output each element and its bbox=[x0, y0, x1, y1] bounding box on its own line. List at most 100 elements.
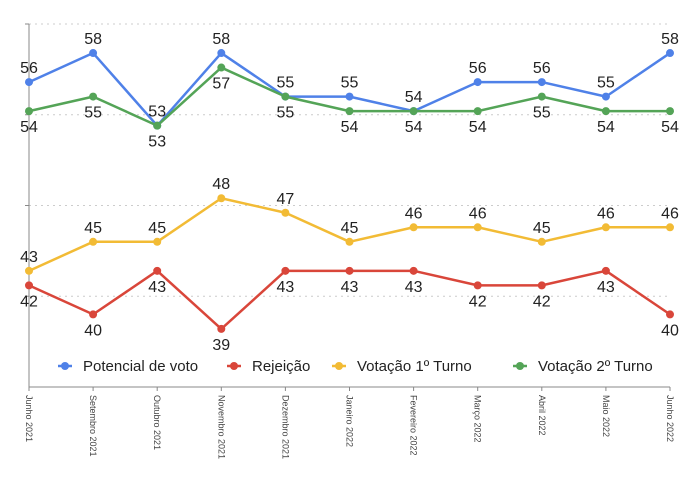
data-point-rejeicao bbox=[537, 281, 546, 290]
data-label-rejeicao: 40 bbox=[661, 322, 679, 339]
data-label-rejeicao: 43 bbox=[341, 279, 359, 296]
data-label-rejeicao: 42 bbox=[20, 293, 38, 310]
legend-item-votacao-2-turno[interactable]: Votação 2º Turno bbox=[513, 358, 653, 375]
data-label-votacao-1-turno: 46 bbox=[661, 205, 679, 222]
data-label-votacao-2-turno: 57 bbox=[212, 76, 230, 93]
data-label-potencial-de-voto: 56 bbox=[533, 60, 551, 77]
data-label-potencial-de-voto: 55 bbox=[341, 75, 359, 92]
data-point-rejeicao bbox=[25, 281, 33, 290]
data-point-votacao-1-turno bbox=[281, 208, 290, 217]
data-point-votacao-1-turno bbox=[409, 223, 418, 232]
data-point-rejeicao bbox=[281, 266, 290, 275]
data-point-potencial-de-voto bbox=[217, 49, 226, 58]
data-point-votacao-1-turno bbox=[25, 266, 33, 275]
data-label-votacao-1-turno: 45 bbox=[148, 220, 166, 237]
data-label-votacao-1-turno: 45 bbox=[341, 220, 359, 237]
data-label-votacao-2-turno: 54 bbox=[597, 119, 615, 136]
legend-swatch-marker bbox=[230, 362, 238, 370]
data-point-potencial-de-voto bbox=[345, 92, 354, 101]
data-label-rejeicao: 39 bbox=[212, 337, 230, 354]
data-labels: 56 58 53 58 55 55 54 56 56 55 58 42 40 43 39 43 43 43 42 42… bbox=[20, 31, 679, 354]
data-point-votacao-2-turno bbox=[345, 107, 354, 116]
data-point-votacao-1-turno bbox=[345, 237, 354, 246]
data-point-votacao-1-turno bbox=[666, 223, 674, 232]
x-tick-label: Novembro 2021 bbox=[216, 395, 226, 459]
data-label-votacao-2-turno: 54 bbox=[405, 119, 423, 136]
data-label-votacao-2-turno: 55 bbox=[277, 105, 295, 122]
data-point-rejeicao bbox=[666, 310, 674, 319]
data-point-votacao-1-turno bbox=[537, 237, 546, 246]
legend-label: Rejeição bbox=[252, 358, 310, 375]
data-point-rejeicao bbox=[601, 266, 610, 275]
x-axis-tick-labels: Junho 2021 Setembro 2021 Outubro 2021 Novem… bbox=[24, 395, 675, 459]
data-point-rejeicao bbox=[217, 324, 226, 333]
legend-item-potencial-de-voto[interactable]: Potencial de voto bbox=[58, 358, 198, 375]
data-label-votacao-1-turno: 46 bbox=[469, 205, 487, 222]
data-label-rejeicao: 40 bbox=[84, 322, 102, 339]
data-label-rejeicao: 43 bbox=[405, 279, 423, 296]
data-label-votacao-1-turno: 45 bbox=[84, 220, 102, 237]
data-label-potencial-de-voto: 54 bbox=[405, 89, 423, 106]
x-tick-label: Dezembro 2021 bbox=[280, 395, 290, 459]
data-point-rejeicao bbox=[409, 266, 418, 275]
data-point-votacao-2-turno bbox=[89, 92, 98, 101]
data-label-votacao-2-turno: 54 bbox=[341, 119, 359, 136]
data-point-rejeicao bbox=[153, 266, 162, 275]
legend-swatch-marker bbox=[335, 362, 343, 370]
data-label-potencial-de-voto: 56 bbox=[20, 60, 38, 77]
data-label-potencial-de-voto: 56 bbox=[469, 60, 487, 77]
data-label-votacao-2-turno: 54 bbox=[20, 119, 38, 136]
data-label-votacao-2-turno: 53 bbox=[148, 134, 166, 151]
data-label-potencial-de-voto: 58 bbox=[212, 31, 230, 48]
data-point-votacao-1-turno bbox=[89, 237, 98, 246]
data-point-rejeicao bbox=[473, 281, 482, 290]
data-point-votacao-2-turno bbox=[666, 107, 674, 116]
data-point-rejeicao bbox=[89, 310, 98, 319]
legend-item-rejeicao[interactable]: Rejeição bbox=[227, 358, 310, 375]
data-point-rejeicao bbox=[345, 266, 354, 275]
data-label-votacao-1-turno: 45 bbox=[533, 220, 551, 237]
data-point-potencial-de-voto bbox=[537, 78, 546, 87]
x-tick-label: Janeiro 2022 bbox=[345, 395, 355, 447]
data-label-potencial-de-voto: 55 bbox=[597, 75, 615, 92]
x-tick-label: Abril 2022 bbox=[537, 395, 547, 436]
data-point-votacao-2-turno bbox=[217, 63, 226, 72]
data-point-votacao-1-turno bbox=[473, 223, 482, 232]
data-point-votacao-1-turno bbox=[217, 194, 226, 203]
data-point-votacao-1-turno bbox=[601, 223, 610, 232]
legend-item-votacao-1-turno[interactable]: Votação 1º Turno bbox=[332, 358, 472, 375]
data-point-votacao-2-turno bbox=[537, 92, 546, 101]
series-points bbox=[25, 49, 674, 333]
data-label-votacao-2-turno: 55 bbox=[533, 105, 551, 122]
x-tick-label: Fevereiro 2022 bbox=[409, 395, 419, 456]
data-point-votacao-2-turno bbox=[409, 107, 418, 116]
data-point-potencial-de-voto bbox=[25, 78, 33, 87]
data-label-votacao-2-turno: 54 bbox=[661, 119, 679, 136]
data-label-votacao-2-turno: 55 bbox=[84, 105, 102, 122]
data-label-votacao-1-turno: 47 bbox=[277, 191, 295, 208]
data-label-rejeicao: 42 bbox=[469, 293, 487, 310]
legend: Potencial de voto Rejeição Votação 1º Turn… bbox=[58, 358, 653, 375]
x-tick-label: Outubro 2021 bbox=[152, 395, 162, 450]
data-label-rejeicao: 43 bbox=[597, 279, 615, 296]
data-point-potencial-de-voto bbox=[666, 49, 674, 58]
data-label-votacao-1-turno: 43 bbox=[20, 249, 38, 266]
data-label-votacao-1-turno: 46 bbox=[405, 205, 423, 222]
legend-swatch-marker bbox=[61, 362, 69, 370]
data-point-potencial-de-voto bbox=[601, 92, 610, 101]
data-label-potencial-de-voto: 58 bbox=[661, 31, 679, 48]
data-label-votacao-2-turno: 54 bbox=[469, 119, 487, 136]
data-point-votacao-2-turno bbox=[601, 107, 610, 116]
data-point-potencial-de-voto bbox=[473, 78, 482, 87]
data-label-votacao-1-turno: 48 bbox=[212, 176, 230, 193]
data-label-potencial-de-voto: 55 bbox=[277, 75, 295, 92]
x-tick-label: Junho 2021 bbox=[24, 395, 34, 442]
x-tick-label: Junho 2022 bbox=[665, 395, 675, 442]
x-tick-label: Maio 2022 bbox=[601, 395, 611, 437]
data-label-potencial-de-voto: 58 bbox=[84, 31, 102, 48]
x-tick-label: Setembro 2021 bbox=[88, 395, 98, 457]
data-label-potencial-de-voto: 53 bbox=[148, 104, 166, 121]
data-point-votacao-2-turno bbox=[25, 107, 33, 116]
gridlines bbox=[25, 23, 670, 297]
